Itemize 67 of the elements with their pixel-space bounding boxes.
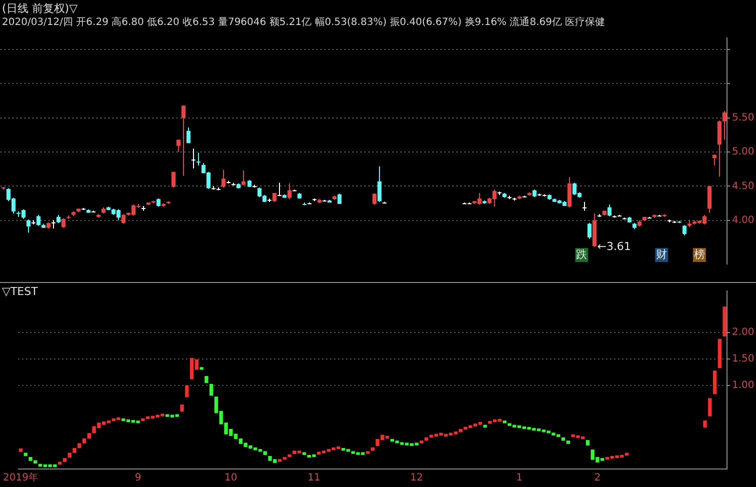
annotation: ←3.61 xyxy=(597,240,631,253)
bar xyxy=(18,448,23,452)
candlestick xyxy=(242,170,246,186)
candlestick xyxy=(186,126,190,144)
bar xyxy=(204,376,208,383)
bar xyxy=(180,404,184,412)
x-tick-label: 10 xyxy=(224,472,238,484)
bar xyxy=(708,398,712,416)
candlestick xyxy=(192,148,196,169)
candlestick xyxy=(62,218,66,228)
bar xyxy=(62,458,67,462)
candlestick xyxy=(718,120,722,178)
x-tick-label: 2019年 xyxy=(3,472,38,484)
bar xyxy=(200,367,204,370)
y-tick-label: 2.00 xyxy=(732,326,754,338)
candlestick xyxy=(182,105,186,176)
y-tick-label: 4.00 xyxy=(732,214,754,226)
candlestick xyxy=(338,193,342,204)
x-tick-label: 2 xyxy=(594,472,601,484)
bar xyxy=(288,454,292,458)
candlestick xyxy=(708,186,712,214)
candlestick xyxy=(176,139,180,153)
bar xyxy=(483,424,487,428)
candlestick xyxy=(196,152,200,166)
candlestick xyxy=(278,182,282,196)
bar xyxy=(566,440,570,444)
y-tick-label: 5.50 xyxy=(732,112,754,124)
bar xyxy=(703,420,707,428)
annotation: 财 xyxy=(656,248,668,261)
bar xyxy=(586,440,590,446)
annotation: 跌 xyxy=(576,248,588,261)
bar xyxy=(502,420,506,424)
x-tick-label: 12 xyxy=(410,472,423,484)
bar xyxy=(722,306,726,336)
candlestick xyxy=(588,222,592,240)
candlestick xyxy=(172,171,176,188)
annotation: 榜 xyxy=(694,248,705,261)
x-tick-label: 11 xyxy=(308,472,320,484)
x-tick-label: 1 xyxy=(516,472,522,484)
candlestick xyxy=(568,176,572,208)
bar xyxy=(185,386,189,398)
bar xyxy=(712,370,717,394)
candlestick xyxy=(288,182,292,200)
y-tick-label: 4.50 xyxy=(732,180,754,192)
candlestick xyxy=(26,219,30,234)
candlestick xyxy=(222,169,226,188)
candlestick xyxy=(36,214,40,226)
candlestick xyxy=(682,224,686,236)
bar xyxy=(370,447,374,451)
chart-title: ▽TEST xyxy=(2,285,38,298)
chart-subtitle: 2020/03/12/四 开6.29 高6.80 低6.20 收6.53 量796046 额5.21亿 幅0.53(8.83%) 振0.40(6.67%) 换9.16% 流通8.69亿 医疗保健 xyxy=(2,16,606,29)
candlestick xyxy=(122,214,126,224)
bar xyxy=(72,448,76,453)
bar xyxy=(302,452,306,455)
y-tick-label: 5.00 xyxy=(732,146,754,158)
candlestick xyxy=(722,110,726,140)
bar xyxy=(718,338,722,368)
chart-title: (日线 前复权)▽ xyxy=(2,1,78,16)
bar xyxy=(366,451,370,454)
y-tick-label: 1.50 xyxy=(732,353,754,364)
candlestick xyxy=(378,166,382,202)
candlestick xyxy=(372,193,376,206)
x-tick-label: 9 xyxy=(134,472,142,484)
y-tick-label: 1.00 xyxy=(732,380,754,391)
candlestick xyxy=(608,204,612,217)
bar xyxy=(420,440,424,444)
bar xyxy=(210,384,214,396)
